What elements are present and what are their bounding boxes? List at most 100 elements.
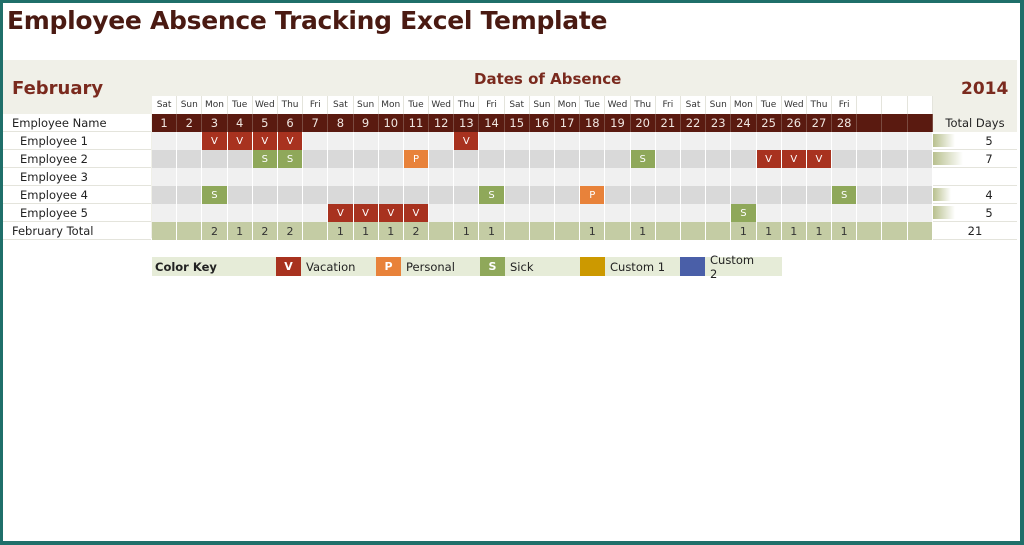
absence-cell[interactable]	[731, 168, 757, 186]
absence-cell-s[interactable]: S	[832, 186, 858, 204]
absence-cell[interactable]	[328, 186, 354, 204]
absence-cell[interactable]	[227, 186, 253, 204]
absence-cell[interactable]	[580, 168, 606, 186]
absence-cell[interactable]	[655, 132, 681, 150]
absence-cell[interactable]	[504, 150, 530, 168]
absence-cell[interactable]	[655, 204, 681, 222]
employee-name-cell[interactable]: Employee 5	[3, 204, 151, 222]
absence-cell[interactable]	[655, 186, 681, 204]
absence-cell[interactable]	[177, 150, 203, 168]
absence-cell[interactable]	[328, 168, 354, 186]
absence-cell[interactable]	[781, 204, 807, 222]
absence-cell-v[interactable]: V	[806, 150, 833, 168]
absence-cell[interactable]	[555, 186, 581, 204]
absence-cell[interactable]	[832, 150, 858, 168]
absence-cell[interactable]	[529, 150, 555, 168]
absence-cell[interactable]	[756, 204, 782, 222]
absence-cell[interactable]	[781, 132, 807, 150]
month-label[interactable]: February	[12, 78, 104, 99]
absence-cell-p[interactable]: P	[403, 150, 430, 168]
absence-cell-v[interactable]: V	[353, 204, 379, 222]
absence-cell[interactable]	[429, 168, 455, 186]
absence-cell[interactable]	[479, 150, 505, 168]
absence-cell[interactable]	[303, 204, 329, 222]
absence-cell-s[interactable]: S	[277, 150, 304, 168]
absence-cell[interactable]	[177, 186, 203, 204]
absence-cell[interactable]	[429, 204, 455, 222]
employee-name-cell[interactable]: Employee 4	[3, 186, 151, 204]
absence-cell[interactable]	[882, 150, 908, 168]
absence-cell[interactable]	[252, 204, 278, 222]
absence-cell[interactable]	[555, 150, 581, 168]
absence-cell[interactable]	[277, 186, 304, 204]
absence-cell[interactable]	[605, 204, 631, 222]
absence-cell-v[interactable]: V	[202, 132, 228, 150]
absence-cell[interactable]	[680, 150, 707, 168]
absence-cell[interactable]	[353, 150, 379, 168]
absence-cell[interactable]	[630, 168, 656, 186]
absence-cell[interactable]	[429, 150, 455, 168]
absence-cell[interactable]	[479, 168, 505, 186]
absence-cell[interactable]	[152, 132, 178, 150]
absence-cell-v[interactable]: V	[454, 132, 480, 150]
absence-cell[interactable]	[227, 150, 253, 168]
absence-cell-v[interactable]: V	[756, 150, 782, 168]
absence-cell[interactable]	[680, 186, 707, 204]
absence-cell[interactable]	[580, 204, 606, 222]
absence-cell[interactable]	[328, 132, 354, 150]
absence-cell[interactable]	[806, 204, 833, 222]
absence-cell[interactable]	[882, 168, 908, 186]
absence-cell[interactable]	[202, 168, 228, 186]
employee-name-cell[interactable]: Employee 2	[3, 150, 151, 168]
absence-cell[interactable]	[152, 186, 178, 204]
absence-cell[interactable]	[353, 186, 379, 204]
absence-cell[interactable]	[353, 132, 379, 150]
absence-cell-p[interactable]: P	[580, 186, 606, 204]
absence-cell[interactable]	[907, 168, 933, 186]
absence-cell[interactable]	[303, 168, 329, 186]
absence-cell-s[interactable]: S	[202, 186, 228, 204]
absence-cell[interactable]	[529, 168, 555, 186]
absence-cell-s[interactable]: S	[630, 150, 656, 168]
absence-cell[interactable]	[252, 186, 278, 204]
absence-cell[interactable]	[303, 150, 329, 168]
absence-cell[interactable]	[277, 168, 304, 186]
absence-cell[interactable]	[655, 150, 681, 168]
absence-cell-v[interactable]: V	[781, 150, 807, 168]
absence-cell[interactable]	[429, 132, 455, 150]
absence-cell[interactable]	[806, 186, 833, 204]
absence-cell[interactable]	[202, 204, 228, 222]
absence-cell[interactable]	[756, 168, 782, 186]
absence-cell[interactable]	[630, 186, 656, 204]
absence-cell[interactable]	[680, 204, 707, 222]
absence-cell[interactable]	[202, 150, 228, 168]
absence-cell[interactable]	[429, 186, 455, 204]
absence-cell[interactable]	[152, 204, 178, 222]
absence-cell[interactable]	[227, 204, 253, 222]
absence-cell[interactable]	[781, 186, 807, 204]
absence-cell[interactable]	[328, 150, 354, 168]
absence-cell[interactable]	[655, 168, 681, 186]
absence-cell[interactable]	[680, 168, 707, 186]
absence-cell[interactable]	[277, 204, 304, 222]
absence-cell-s[interactable]: S	[252, 150, 278, 168]
absence-cell[interactable]	[832, 168, 858, 186]
absence-cell[interactable]	[706, 132, 732, 150]
absence-cell[interactable]	[605, 168, 631, 186]
absence-cell-v[interactable]: V	[403, 204, 430, 222]
absence-cell[interactable]	[252, 168, 278, 186]
year-label[interactable]: 2014	[961, 79, 1009, 99]
absence-cell[interactable]	[882, 204, 908, 222]
absence-cell-s[interactable]: S	[479, 186, 505, 204]
absence-cell[interactable]	[177, 204, 203, 222]
absence-cell[interactable]	[605, 150, 631, 168]
absence-cell-v[interactable]: V	[378, 204, 404, 222]
absence-cell[interactable]	[378, 168, 404, 186]
absence-cell[interactable]	[731, 132, 757, 150]
absence-cell-v[interactable]: V	[227, 132, 253, 150]
absence-cell[interactable]	[580, 132, 606, 150]
absence-cell[interactable]	[731, 186, 757, 204]
absence-cell[interactable]	[529, 204, 555, 222]
absence-cell[interactable]	[479, 132, 505, 150]
absence-cell[interactable]	[630, 204, 656, 222]
